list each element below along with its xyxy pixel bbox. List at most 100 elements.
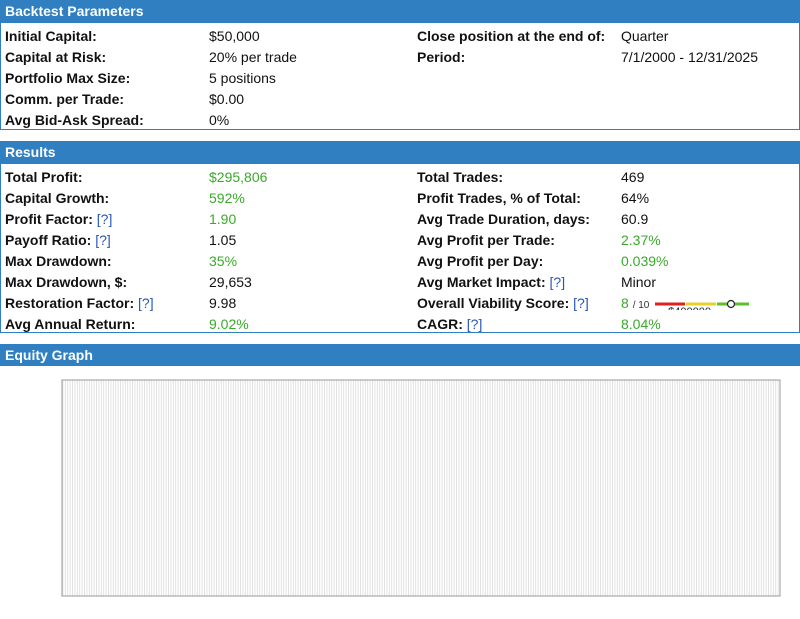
help-link[interactable]: [?] [95, 232, 111, 248]
field-label: Close position at the end of: [417, 26, 605, 46]
help-link[interactable]: [?] [549, 274, 566, 290]
label-text: Profit Trades, % of Total: [417, 190, 581, 206]
label-text: Portfolio Max Size: [5, 70, 131, 86]
label-text: Capital at Risk: [5, 49, 107, 65]
label-text: Total Profit: [5, 169, 83, 185]
label-text: Close position at the end of: [417, 28, 606, 44]
field-label: Avg Market Impact: [?] [417, 272, 565, 292]
section-box: Initial Capital: $50,000 Close position at… [0, 22, 800, 130]
field-label: Capital Growth: [5, 188, 109, 208]
field-label: Profit Trades, % of Total: [417, 188, 581, 208]
field-label: Max Drawdown: [5, 251, 112, 271]
label-text: Max Drawdown, $: [5, 274, 128, 290]
field-label: Comm. per Trade: [5, 89, 124, 109]
field-label: Avg Trade Duration, days: [417, 209, 590, 229]
label-text: Period: [417, 49, 466, 65]
label-text: Max Drawdown: [5, 253, 112, 269]
field-label: Total Profit: [5, 167, 83, 187]
value-suffix: / 10 [632, 300, 650, 311]
label-text: Avg Profit per Day: [417, 253, 544, 269]
label-text: Avg Profit per Trade: [417, 232, 555, 248]
value-text: 0% [209, 112, 230, 128]
value-text: 8 [621, 295, 629, 311]
label-text: Initial Capital: [5, 28, 97, 44]
label-text: Total Trades: [417, 169, 504, 185]
section-box: Total Profit: $295,806 Total Trades: 469 Cap… [0, 163, 800, 550]
value-text: 8.04% [621, 316, 661, 332]
field-value: 60.9 [621, 209, 648, 229]
value-text: 60.9 [621, 211, 649, 227]
label-text: Restoration Factor: [5, 295, 135, 311]
plot-frame [61, 379, 781, 597]
field-value: 8 / 10 $-100000$0$100000$200000$300000$40… [621, 293, 800, 550]
value-text: 7/1/2000 - 12/31/2025 [621, 49, 759, 65]
field-value: Quarter [621, 26, 668, 46]
field-value: Minor [621, 272, 656, 292]
value-text: 35% [209, 253, 238, 269]
field-label: Initial Capital: [5, 26, 97, 46]
field-value: $0.00 [209, 89, 244, 109]
value-text: $295,806 [209, 169, 268, 185]
help-link[interactable]: [?] [96, 211, 113, 227]
value-text: Quarter [621, 28, 669, 44]
field-value: 2.37% [621, 230, 661, 250]
label-text: Comm. per Trade: [5, 91, 125, 107]
field-value: 35% [209, 251, 237, 271]
value-text: 469 [621, 169, 645, 185]
field-label: CAGR: [?] [417, 314, 482, 334]
label-text: Avg Annual Return: [5, 316, 136, 332]
field-value: 1.05 [209, 230, 236, 250]
label-text: Payoff Ratio: [5, 232, 92, 248]
field-value: $50,000 [209, 26, 260, 46]
field-value: 1.90 [209, 209, 236, 229]
field-value: 9.02% [209, 314, 249, 334]
field-value: 469 [621, 167, 644, 187]
field-value: $295,806 [209, 167, 267, 187]
field-label: Avg Profit per Day: [417, 251, 543, 271]
field-label: Portfolio Max Size: [5, 68, 130, 88]
help-link[interactable]: [?] [573, 295, 589, 311]
field-label: Avg Annual Return: [5, 314, 135, 334]
value-text: $0.00 [209, 91, 245, 107]
label-text: Avg Trade Duration, days: [417, 211, 590, 227]
field-value: 592% [209, 188, 245, 208]
section-header: Equity Graph [0, 344, 800, 366]
value-text: 9.98 [209, 295, 237, 311]
plot-background [62, 380, 780, 596]
label-text: CAGR: [417, 316, 463, 332]
field-value: 0.039% [621, 251, 668, 271]
field-value: 20% per trade [209, 47, 297, 67]
help-link[interactable]: [?] [466, 316, 483, 332]
value-text: 5 positions [209, 70, 276, 86]
field-label: Capital at Risk: [5, 47, 106, 67]
field-label: Max Drawdown, $: [5, 272, 127, 292]
value-text: $50,000 [209, 28, 260, 44]
field-value: 29,653 [209, 272, 252, 292]
chart [61, 379, 781, 597]
value-text: 29,653 [209, 274, 252, 290]
field-value: 64% [621, 188, 649, 208]
value-text: 20% per trade [209, 49, 297, 65]
section-header: Backtest Parameters [0, 0, 800, 22]
field-value: 8.04% [621, 314, 661, 334]
field-label: Overall Viability Score: [?] [417, 293, 589, 313]
field-value: 9.98 [209, 293, 236, 313]
value-text: 1.90 [209, 211, 237, 227]
value-text: Minor [621, 274, 657, 290]
field-value: 5 positions [209, 68, 276, 88]
value-text: 1.05 [209, 232, 237, 248]
field-label: Profit Factor: [?] [5, 209, 112, 229]
value-text: 592% [209, 190, 245, 206]
value-text: 2.37% [621, 232, 661, 248]
score-gauge: $-100000$0$100000$200000$300000$40000020… [655, 300, 800, 550]
help-link[interactable]: [?] [138, 295, 154, 311]
value-text: 0.039% [621, 253, 669, 269]
field-value: 7/1/2000 - 12/31/2025 [621, 47, 758, 67]
value-text: 64% [621, 190, 650, 206]
label-text: Overall Viability Score: [417, 295, 570, 311]
field-label: Period: [417, 47, 465, 67]
field-label: Avg Profit per Trade: [417, 230, 555, 250]
field-label: Avg Bid-Ask Spread: [5, 110, 144, 130]
field-label: Restoration Factor: [?] [5, 293, 154, 313]
field-label: Payoff Ratio: [?] [5, 230, 111, 250]
